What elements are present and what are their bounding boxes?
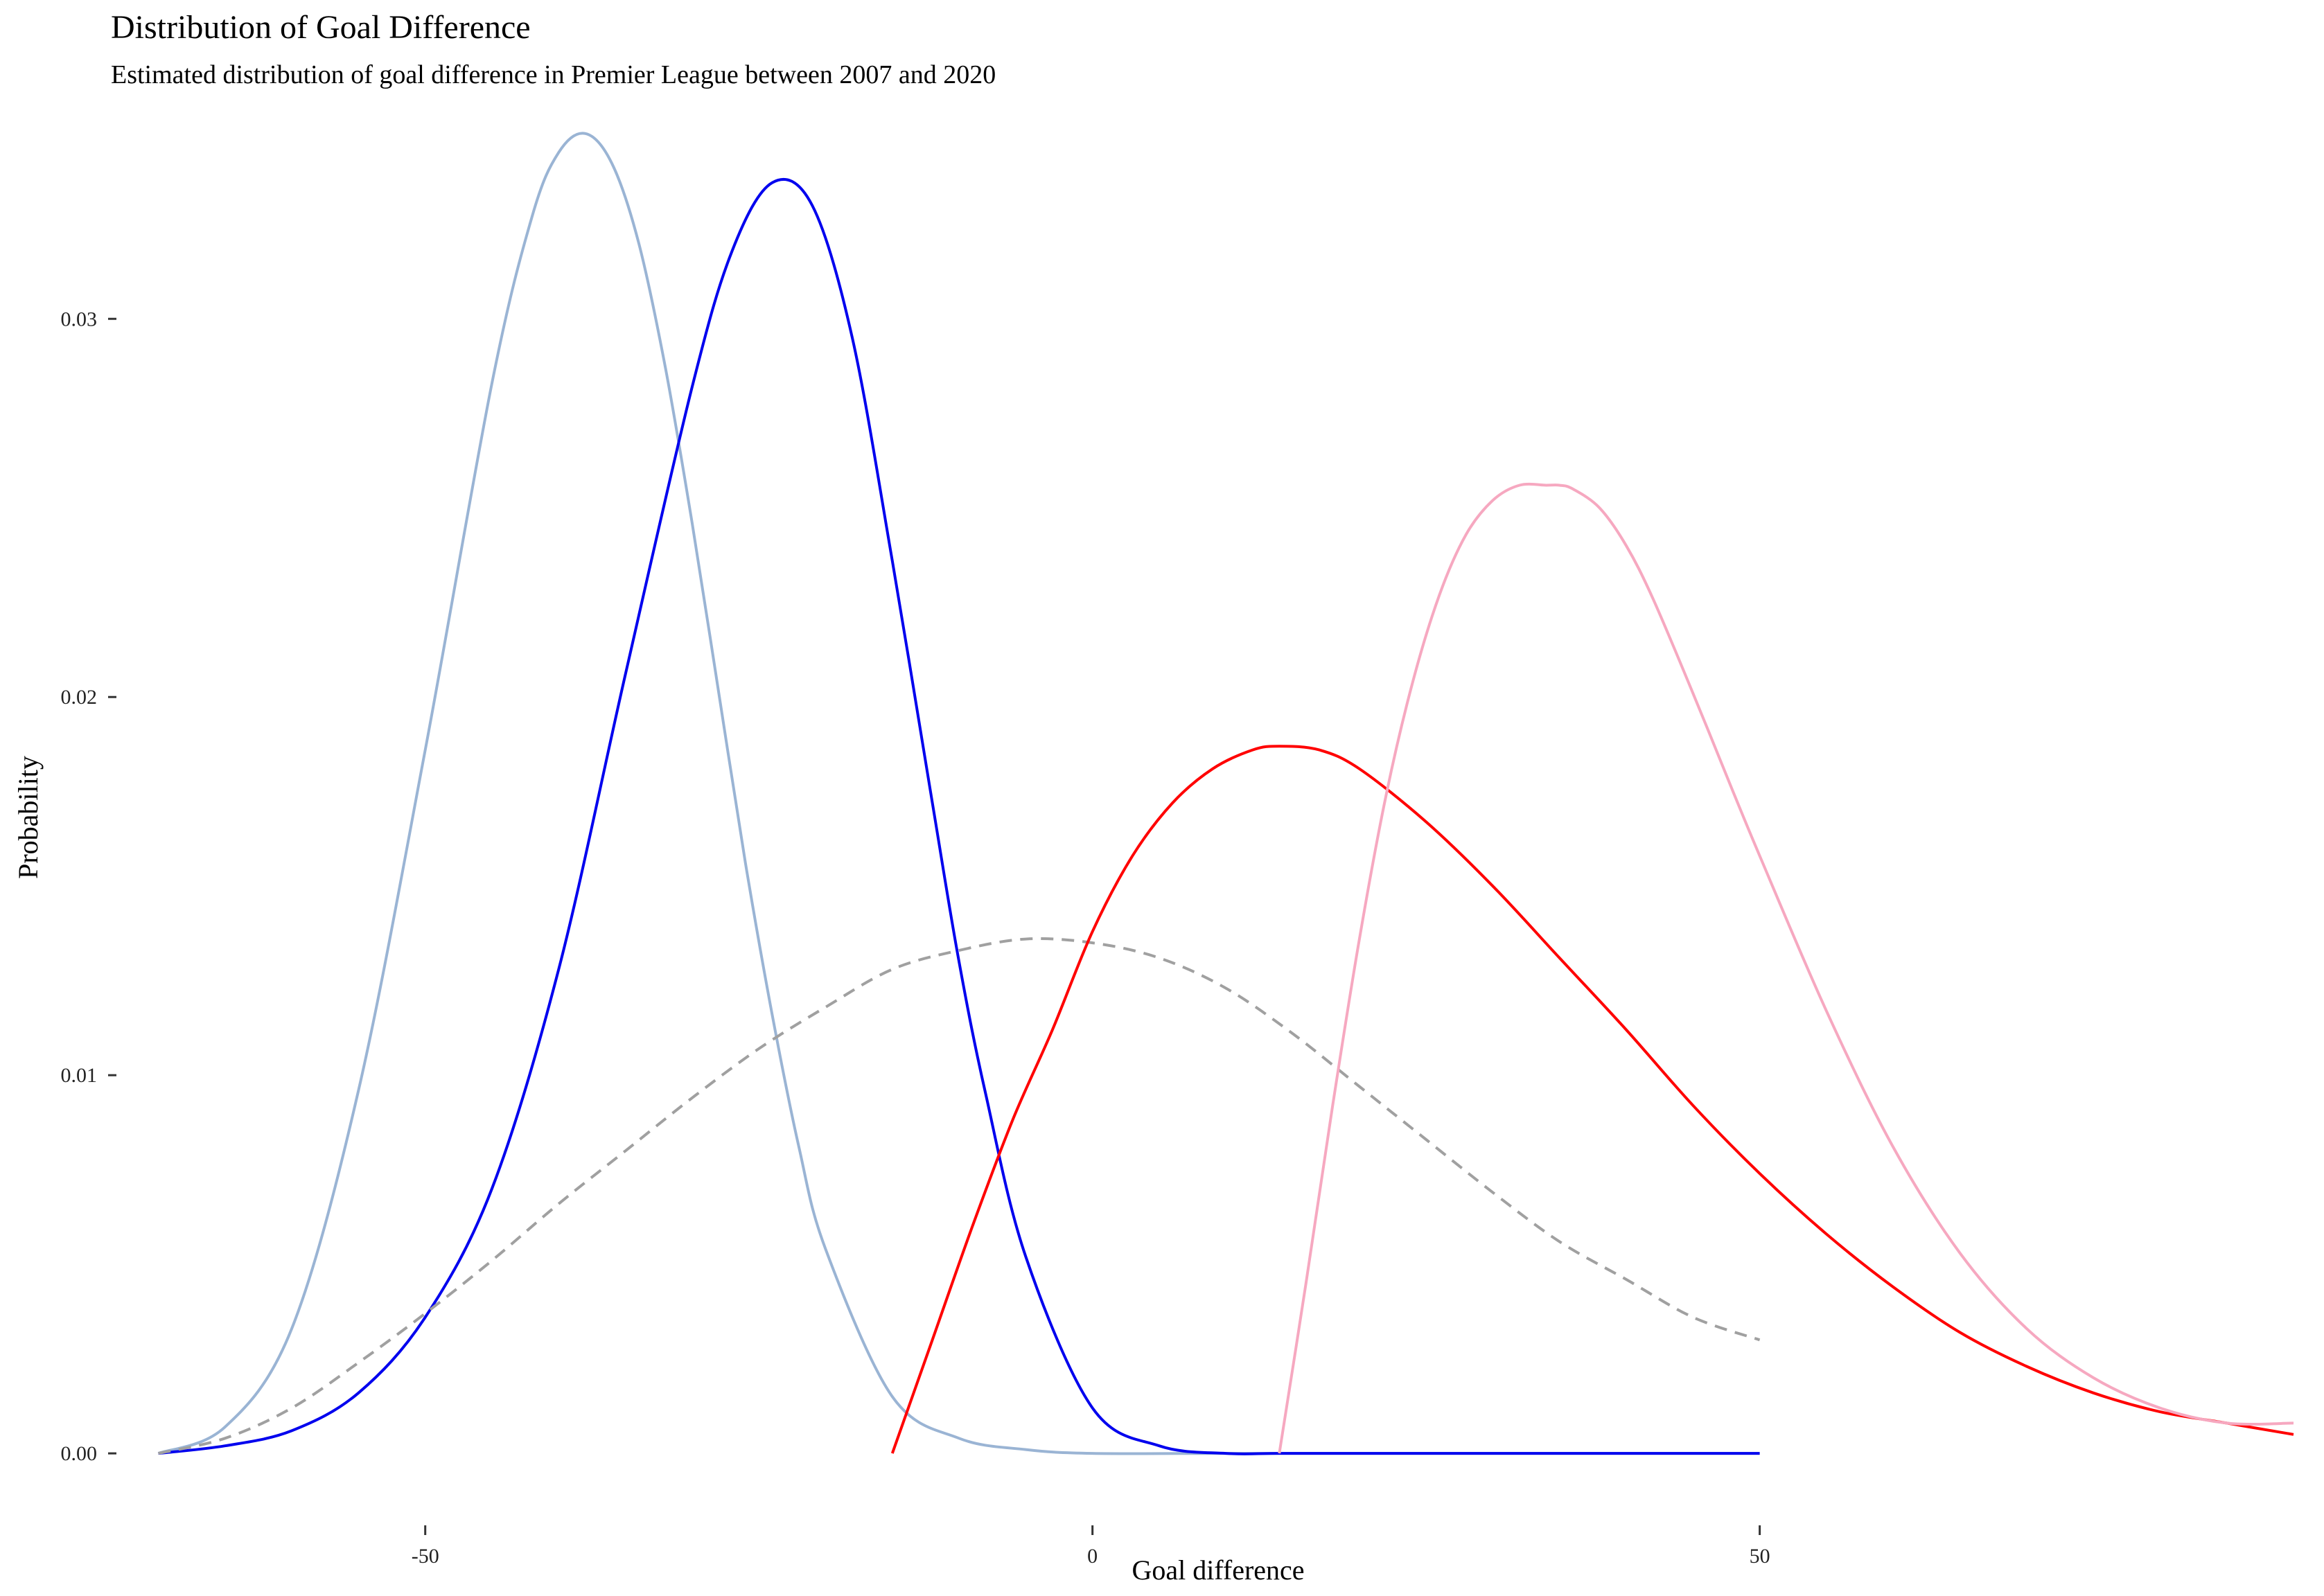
series-line-3	[158, 937, 1761, 1455]
x-tick-label: -50	[412, 1545, 439, 1568]
series-layer	[157, 132, 2294, 1455]
y-tick-label: 0.01	[61, 1064, 98, 1087]
y-tick-label: 0.00	[61, 1442, 98, 1465]
chart-title: Distribution of Goal Difference	[111, 9, 531, 46]
y-axis: 0.00 0.01 0.02 0.03	[61, 308, 116, 1465]
y-axis-title: Probability	[12, 756, 44, 879]
chart-subtitle: Estimated distribution of goal differenc…	[111, 60, 996, 89]
x-tick-label: 0	[1087, 1545, 1098, 1568]
series-line-1	[157, 132, 1760, 1455]
series-line-4	[890, 745, 2294, 1454]
series-line-5	[1278, 482, 2294, 1454]
series-line-2	[158, 177, 1760, 1455]
y-tick-label: 0.03	[61, 308, 98, 330]
x-tick-label: 50	[1750, 1545, 1770, 1568]
y-tick-label: 0.02	[61, 686, 98, 709]
x-axis: -50 0 50	[412, 1525, 1770, 1568]
x-axis-title: Goal difference	[1132, 1554, 1304, 1586]
